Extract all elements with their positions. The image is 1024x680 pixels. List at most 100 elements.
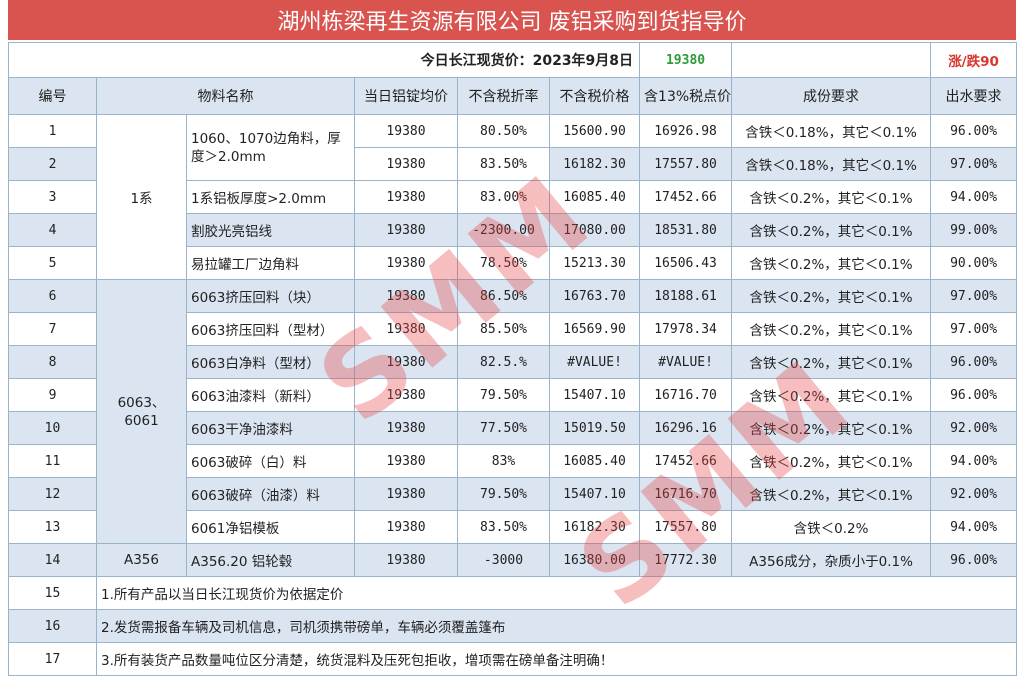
water: 97.00% bbox=[930, 312, 1018, 346]
table-row: 9 6063油漆料（新料） 19380 79.50% 15407.10 1671… bbox=[8, 378, 1018, 412]
header-material: 物料名称 bbox=[96, 77, 355, 115]
water: 94.00% bbox=[930, 180, 1018, 214]
page-title: 湖州栋梁再生资源有限公司 废铝采购到货指导价 bbox=[8, 0, 1016, 40]
tax-price: 17557.80 bbox=[639, 510, 733, 544]
note-row: 16 2.发货需报备车辆及司机信息，司机须携带磅单，车辆必须覆盖篷布 bbox=[8, 609, 1018, 643]
price: 16763.70 bbox=[548, 279, 641, 313]
material-name: 6061净铝模板 bbox=[186, 510, 355, 544]
rate: -2300.00 bbox=[457, 213, 550, 247]
avg-price: 19380 bbox=[354, 114, 458, 148]
header-price: 不含税价格 bbox=[548, 77, 641, 115]
avg-price: 19380 bbox=[354, 411, 458, 445]
material-name: 6063干净油漆料 bbox=[186, 411, 355, 445]
row-no: 10 bbox=[8, 411, 97, 445]
material-name: 6063挤压回料（块） bbox=[186, 279, 355, 313]
table-row: 5 易拉罐工厂边角料 19380 78.50% 15213.30 16506.4… bbox=[8, 246, 1018, 280]
price: 16182.30 bbox=[548, 147, 641, 181]
composition: 含铁＜0.18%，其它＜0.1% bbox=[731, 147, 932, 181]
composition: 含铁＜0.2%，其它＜0.1% bbox=[731, 312, 932, 346]
row-no: 13 bbox=[8, 510, 97, 544]
table-row: 11 6063破碎（白）料 19380 83% 16085.40 17452.6… bbox=[8, 444, 1018, 478]
material-name: 1060、1070边角料，厚度＞2.0mm bbox=[186, 114, 355, 181]
row-no: 9 bbox=[8, 378, 97, 412]
price: 15019.50 bbox=[548, 411, 641, 445]
avg-price: 19380 bbox=[354, 180, 458, 214]
rate: 83.50% bbox=[457, 510, 550, 544]
water: 96.00% bbox=[930, 114, 1018, 148]
rate: 83.50% bbox=[457, 147, 550, 181]
header-rate: 不含税折率 bbox=[457, 77, 550, 115]
avg-price: 19380 bbox=[354, 477, 458, 511]
composition: 含铁＜0.2% bbox=[731, 510, 932, 544]
rate: 86.50% bbox=[457, 279, 550, 313]
material-name: 易拉罐工厂边角料 bbox=[186, 246, 355, 280]
price-table: 今日长江现货价：2023年9月8日 19380 涨/跌90 编号 物料名称 当日… bbox=[7, 42, 1018, 676]
avg-price: 19380 bbox=[354, 543, 458, 577]
avg-price: 19380 bbox=[354, 312, 458, 346]
price: 16085.40 bbox=[548, 444, 641, 478]
rate: 85.50% bbox=[457, 312, 550, 346]
row-no: 14 bbox=[8, 543, 97, 577]
material-name: 割胶光亮铝线 bbox=[186, 213, 355, 247]
avg-price: 19380 bbox=[354, 510, 458, 544]
price: 16085.40 bbox=[548, 180, 641, 214]
tax-price: 17452.66 bbox=[639, 444, 733, 478]
avg-price: 19380 bbox=[354, 378, 458, 412]
rate: 79.50% bbox=[457, 477, 550, 511]
water: 96.00% bbox=[930, 543, 1018, 577]
material-name: 6063油漆料（新料） bbox=[186, 378, 355, 412]
avg-price: 19380 bbox=[354, 279, 458, 313]
water: 96.00% bbox=[930, 378, 1018, 412]
composition: 含铁＜0.2%，其它＜0.1% bbox=[731, 378, 932, 412]
water: 92.00% bbox=[930, 411, 1018, 445]
tax-price: 16296.16 bbox=[639, 411, 733, 445]
row-no: 4 bbox=[8, 213, 97, 247]
material-name: 6063破碎（白）料 bbox=[186, 444, 355, 478]
row-no: 3 bbox=[8, 180, 97, 214]
avg-price: 19380 bbox=[354, 345, 458, 379]
tax-price: 16506.43 bbox=[639, 246, 733, 280]
rate: 77.50% bbox=[457, 411, 550, 445]
row-no: 17 bbox=[8, 642, 97, 676]
price: 16182.30 bbox=[548, 510, 641, 544]
tax-price: 18531.80 bbox=[639, 213, 733, 247]
header-water: 出水要求 bbox=[930, 77, 1018, 115]
material-name: 6063挤压回料（型材） bbox=[186, 312, 355, 346]
row-no: 8 bbox=[8, 345, 97, 379]
water: 97.00% bbox=[930, 279, 1018, 313]
water: 96.00% bbox=[930, 345, 1018, 379]
water: 90.00% bbox=[930, 246, 1018, 280]
composition: 含铁＜0.2%，其它＜0.1% bbox=[731, 444, 932, 478]
rate: 78.50% bbox=[457, 246, 550, 280]
price: 15600.90 bbox=[548, 114, 641, 148]
water: 99.00% bbox=[930, 213, 1018, 247]
composition: 含铁＜0.2%，其它＜0.1% bbox=[731, 411, 932, 445]
note-text: 1.所有产品以当日长江现货价为依据定价 bbox=[95, 576, 1018, 610]
row-no: 2 bbox=[8, 147, 97, 181]
tax-price: 17772.30 bbox=[639, 543, 733, 577]
row-no: 5 bbox=[8, 246, 97, 280]
price: 15407.10 bbox=[548, 477, 641, 511]
price: 17080.00 bbox=[548, 213, 641, 247]
table-row: 7 6063挤压回料（型材） 19380 85.50% 16569.90 179… bbox=[8, 312, 1018, 346]
group-label: A356 bbox=[96, 543, 187, 577]
rate: 79.50% bbox=[457, 378, 550, 412]
tax-price: 18188.61 bbox=[639, 279, 733, 313]
water: 94.00% bbox=[930, 444, 1018, 478]
rate: 83.00% bbox=[457, 180, 550, 214]
row-no: 7 bbox=[8, 312, 97, 346]
tax-price: 16716.70 bbox=[639, 477, 733, 511]
header-composition: 成份要求 bbox=[731, 77, 932, 115]
note-row: 15 1.所有产品以当日长江现货价为依据定价 bbox=[8, 576, 1018, 610]
avg-price: 19380 bbox=[354, 444, 458, 478]
table-row: 13 6061净铝模板 19380 83.50% 16182.30 17557.… bbox=[8, 510, 1018, 544]
avg-price: 19380 bbox=[354, 213, 458, 247]
tax-price: 16926.98 bbox=[639, 114, 733, 148]
spot-price-value: 19380 bbox=[639, 42, 733, 78]
note-text: 3.所有装货产品数量吨位区分清楚，统货混料及压死包拒收，增项需在磅单备注明确！ bbox=[95, 642, 1018, 676]
row-no: 16 bbox=[8, 609, 97, 643]
tax-price: #VALUE! bbox=[639, 345, 733, 379]
tax-price: 17452.66 bbox=[639, 180, 733, 214]
price: 15407.10 bbox=[548, 378, 641, 412]
note-text: 2.发货需报备车辆及司机信息，司机须携带磅单，车辆必须覆盖篷布 bbox=[95, 609, 1018, 643]
